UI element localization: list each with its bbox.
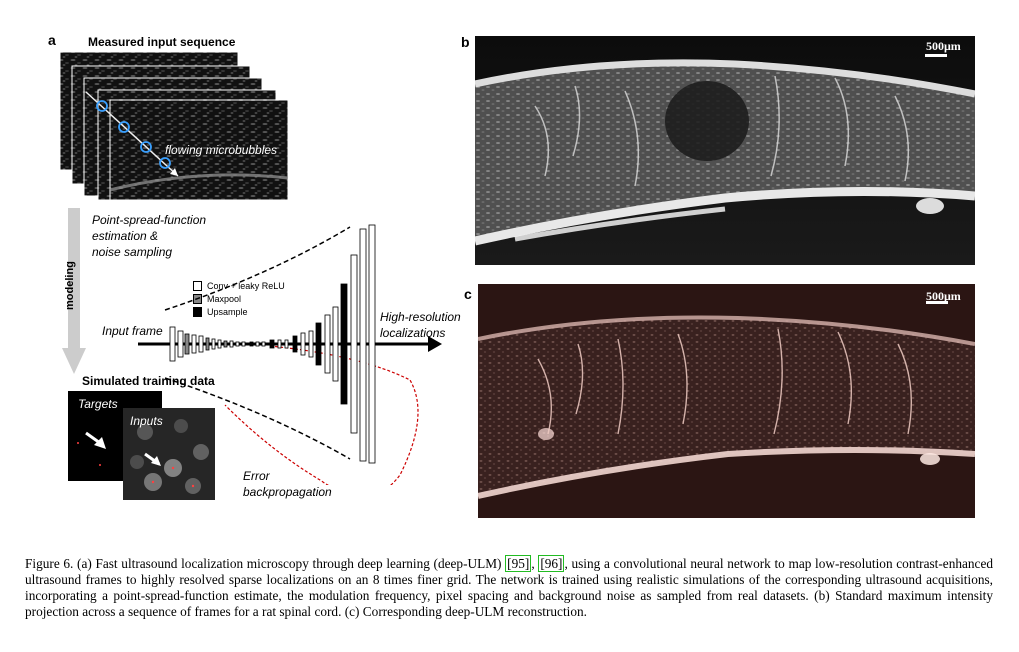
output-line-1: High-resolution: [380, 310, 461, 324]
legend-upsample-label: Upsample: [207, 306, 248, 317]
output-line-2: localizations: [380, 326, 446, 340]
measured-sequence-title: Measured input sequence: [88, 35, 236, 49]
psf-estimation-label: Point-spread-function estimation & noise…: [92, 212, 206, 260]
measured-frames-stack: [59, 51, 289, 201]
deep-ulm-image: [478, 284, 975, 518]
psf-line-2: estimation &: [92, 229, 159, 243]
output-label: High-resolution localizations: [380, 309, 461, 341]
network-diagram: [138, 224, 442, 485]
caption-sep: ,: [531, 556, 539, 571]
network-layers: [169, 224, 376, 464]
scalebar-c-label: 500μm: [926, 289, 961, 303]
panel-c-letter: c: [464, 286, 472, 302]
flowing-microbubbles-label: flowing microbubbles: [165, 143, 278, 157]
citation-96-link[interactable]: [96]: [538, 555, 565, 572]
panel-a-letter: a: [48, 32, 56, 48]
simulated-data-title: Simulated training data: [82, 374, 215, 388]
psf-line-1: Point-spread-function: [92, 213, 207, 227]
error-backprop-label: Error backpropagation: [243, 468, 332, 500]
error-line-1: Error: [243, 469, 270, 483]
legend-conv-label: Conv + leaky ReLU: [207, 280, 285, 291]
legend-swatch-upsample: [193, 306, 202, 317]
error-line-2: backpropagation: [243, 485, 332, 499]
caption-lead: Figure 6. (a) Fast ultrasound localizati…: [25, 556, 506, 571]
modeling-label: modeling: [64, 261, 76, 310]
legend-upsample: Upsample: [193, 305, 285, 318]
citation-95-link[interactable]: [95]: [505, 555, 532, 572]
inputs-overlay: [123, 408, 215, 500]
error-backprop-path: [224, 345, 419, 485]
modeling-arrow: [62, 208, 86, 374]
legend-conv: Conv + leaky ReLU: [193, 279, 285, 292]
legend-swatch-conv: [193, 280, 202, 291]
figure-caption: Figure 6. (a) Fast ultrasound localizati…: [25, 555, 993, 620]
targets-overlay: [77, 431, 106, 466]
scalebar-b-label: 500μm: [926, 39, 961, 53]
panel-b-letter: b: [461, 34, 470, 50]
inputs-image: Inputs: [123, 408, 215, 500]
legend-maxpool-label: Maxpool: [207, 293, 242, 304]
input-frame-label: Input frame: [102, 324, 163, 338]
mip-image: [475, 36, 975, 265]
inputs-label: Inputs: [130, 414, 163, 428]
caption-rest: , using a convolutional neural network t…: [25, 556, 993, 619]
targets-label: Targets: [78, 397, 118, 411]
bubble-trajectory-line: [85, 91, 179, 177]
psf-line-3: noise sampling: [92, 245, 173, 259]
